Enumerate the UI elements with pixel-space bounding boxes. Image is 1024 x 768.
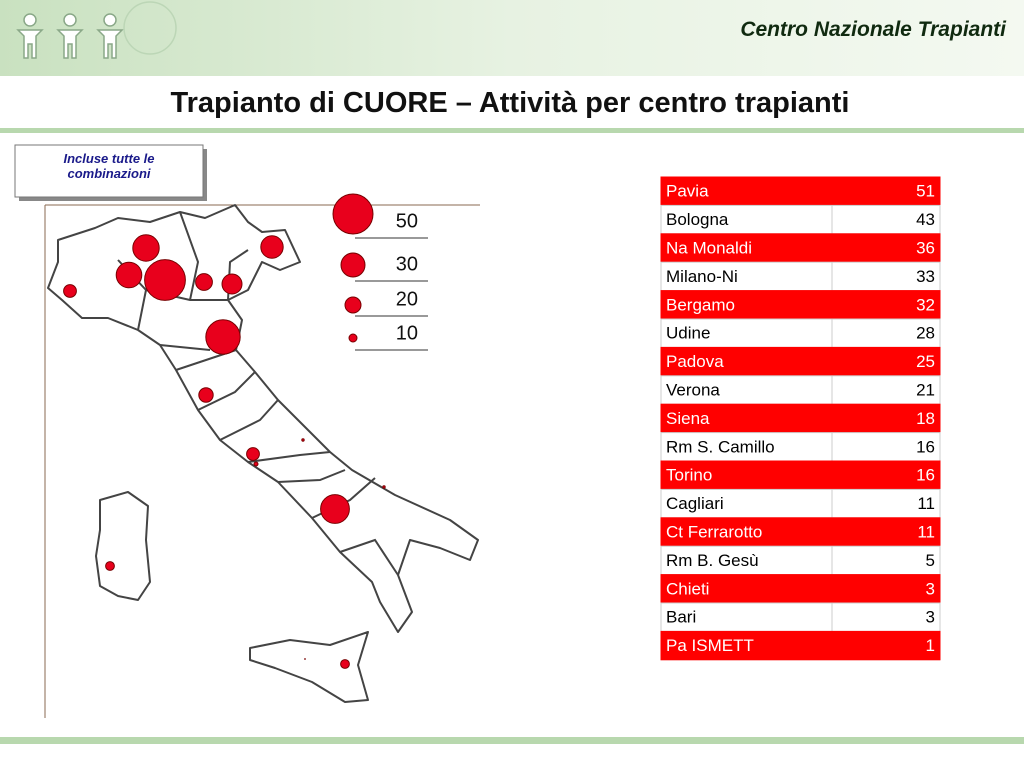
title-rule <box>0 128 1024 133</box>
center-count: 21 <box>916 380 935 399</box>
center-name: Siena <box>666 409 710 428</box>
legend-label: 10 <box>396 322 418 344</box>
center-bubble <box>301 438 305 442</box>
center-name: Pa ISMETT <box>666 636 754 655</box>
table-row <box>660 602 941 632</box>
center-name: Pavia <box>666 182 709 201</box>
center-bubble <box>205 319 241 355</box>
center-count: 1 <box>926 636 935 655</box>
center-count: 51 <box>916 182 935 201</box>
center-bubble <box>115 261 143 289</box>
center-name: Milano-Ni <box>666 267 738 286</box>
center-bubble <box>144 259 186 301</box>
center-name: Udine <box>666 324 710 343</box>
footer-rule <box>0 737 1024 744</box>
table-row <box>660 233 941 263</box>
center-name: Bologna <box>666 210 729 229</box>
center-count: 3 <box>926 579 935 598</box>
center-bubble <box>132 234 160 262</box>
logo <box>16 1 177 59</box>
center-name: Rm S. Camillo <box>666 437 775 456</box>
legend-bubble <box>340 252 366 278</box>
legend-bubble <box>344 296 362 314</box>
center-name: Verona <box>666 380 720 399</box>
center-name: Padova <box>666 352 724 371</box>
legend-bubble <box>332 193 374 235</box>
center-bubble <box>260 235 284 259</box>
legend-label: 20 <box>396 288 418 310</box>
center-count: 16 <box>916 437 935 456</box>
center-bubble <box>63 284 77 298</box>
table-row <box>660 460 941 490</box>
center-bubble <box>340 659 350 669</box>
center-bubble <box>105 561 115 571</box>
table-row <box>660 176 941 206</box>
table-row <box>660 375 941 405</box>
center-name: Bergamo <box>666 295 735 314</box>
center-count: 18 <box>916 409 935 428</box>
center-count: 32 <box>916 295 935 314</box>
legend-label: 50 <box>396 210 418 232</box>
note-box <box>14 144 204 198</box>
center-name: Torino <box>666 466 712 485</box>
center-bubble <box>382 485 386 489</box>
note: Incluse tutte le combinazioni <box>63 151 155 181</box>
center-bubble <box>253 461 259 467</box>
center-count: 11 <box>917 494 935 513</box>
table-row <box>660 290 941 320</box>
legend-bubble <box>348 333 358 343</box>
center-count: 36 <box>916 238 935 257</box>
center-count: 43 <box>916 210 935 229</box>
center-count: 16 <box>916 466 935 485</box>
center-bubble <box>320 494 350 524</box>
center-bubble <box>195 273 213 291</box>
table-row <box>660 318 941 348</box>
center-bubble <box>221 273 243 295</box>
table-row <box>660 545 941 576</box>
organization: Centro Nazionale Trapianti <box>740 18 1007 41</box>
center-count: 25 <box>916 352 935 371</box>
center-name: Rm B. Gesù <box>666 551 759 570</box>
center-name: Chieti <box>666 579 709 598</box>
center-name: Bari <box>666 608 696 627</box>
note-holder: Incluse tutte le combinazioni <box>63 151 155 181</box>
table-row <box>660 517 941 547</box>
center-bubble <box>246 447 260 461</box>
table-row <box>660 346 941 377</box>
center-name: Cagliari <box>666 494 724 513</box>
center-count: 3 <box>926 608 935 627</box>
table-row <box>660 403 941 434</box>
center-count: 28 <box>916 324 935 343</box>
italy-map <box>47 204 479 703</box>
center-bubble <box>198 387 214 403</box>
table-row <box>660 630 941 661</box>
center-count: 11 <box>917 522 935 541</box>
center-bubble <box>304 658 306 660</box>
center-name: Ct Ferrarotto <box>666 522 762 541</box>
center-count: 5 <box>926 551 935 570</box>
legend-label: 30 <box>396 253 418 275</box>
center-name: Na Monaldi <box>666 238 752 257</box>
center-count: 33 <box>916 267 935 286</box>
slide-title: Trapianto di CUORE – Attività per centro… <box>171 87 850 119</box>
table-row <box>660 261 941 292</box>
